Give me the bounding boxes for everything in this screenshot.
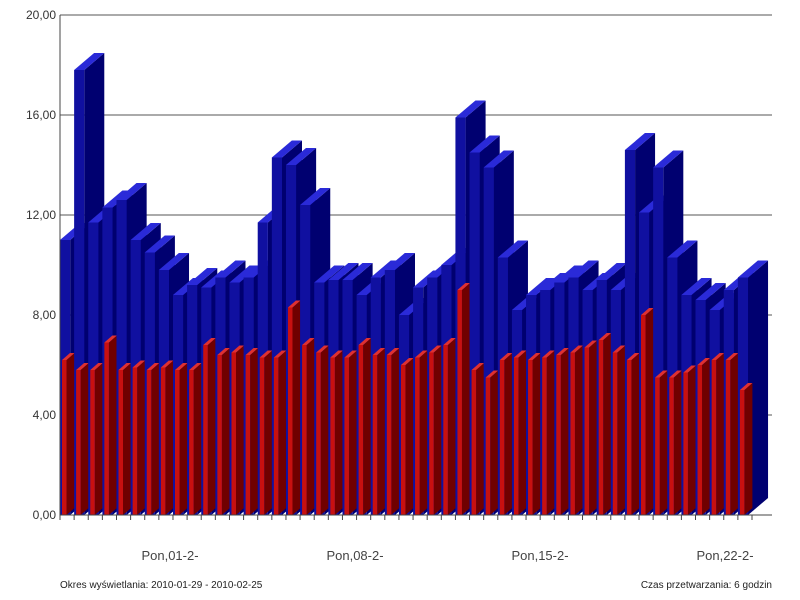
bar-front <box>711 353 725 515</box>
bar-front <box>372 348 386 515</box>
footer-right: Czas przetwarzania: 6 godzin <box>641 580 772 591</box>
bar-front <box>302 338 315 515</box>
bar-front <box>528 353 541 515</box>
bar-front <box>443 338 456 515</box>
bar-front <box>386 348 400 515</box>
footer-left: Okres wyświetlania: 2010-01-29 - 2010-02… <box>60 580 263 591</box>
bar-front <box>641 308 654 515</box>
bar-front <box>118 363 132 515</box>
bar-front <box>231 345 244 515</box>
bar-front <box>556 348 569 515</box>
axes <box>59 15 772 520</box>
bar-front <box>598 333 612 515</box>
x-tick-label: Pon,01-2- <box>141 548 198 563</box>
bar-front <box>415 350 428 515</box>
bar-front <box>471 363 485 515</box>
bar-front <box>217 348 230 515</box>
bar-front <box>330 350 343 515</box>
bar-front <box>316 345 329 515</box>
bars <box>60 53 769 515</box>
y-tick-label: 0,00 <box>33 508 57 522</box>
y-tick-label: 8,00 <box>33 308 57 322</box>
bar-front <box>273 350 287 515</box>
bar-front <box>104 335 117 515</box>
y-tick-label: 20,00 <box>26 8 56 22</box>
y-tick-labels: 0,00 4,00 8,00 12,00 16,00 20,00 <box>26 8 56 522</box>
bar-front <box>542 350 555 515</box>
bar-front <box>485 370 499 515</box>
x-tick-label: Pon,15-2- <box>511 548 568 563</box>
bar-front <box>584 340 598 515</box>
bar-front <box>189 363 202 515</box>
bar-front <box>259 350 273 515</box>
bar-front <box>358 338 372 515</box>
bar-front <box>287 300 301 515</box>
bar-front <box>612 345 626 515</box>
bar-front <box>626 353 640 515</box>
bar-front <box>146 363 160 515</box>
bar-front <box>725 353 739 515</box>
y-tick-label: 4,00 <box>33 408 57 422</box>
bar-front <box>513 350 527 515</box>
bar-front <box>683 365 696 515</box>
bar-front <box>160 360 174 515</box>
bar-front <box>457 283 470 515</box>
y-tick-label: 16,00 <box>26 108 56 122</box>
bar-front <box>499 353 513 515</box>
bar-front <box>90 363 103 515</box>
bar-front <box>669 370 682 515</box>
bar-front <box>739 383 753 515</box>
bar-front <box>76 363 89 515</box>
bar-front <box>697 358 711 515</box>
bar-front <box>245 348 259 515</box>
bar-front <box>203 338 216 515</box>
bar-front <box>132 360 146 515</box>
x-tick-labels: Pon,01-2- Pon,08-2- Pon,15-2- Pon,22-2- <box>141 548 753 563</box>
bar-front <box>400 358 414 515</box>
x-tick-label: Pon,22-2- <box>696 548 753 563</box>
bar-front <box>62 353 75 515</box>
x-tick-label: Pon,08-2- <box>326 548 383 563</box>
bar-front <box>344 350 357 515</box>
bar-front <box>174 363 188 515</box>
bar-front <box>570 345 583 515</box>
bar-front <box>429 345 442 515</box>
bar-front <box>655 370 668 515</box>
y-tick-label: 12,00 <box>26 208 56 222</box>
